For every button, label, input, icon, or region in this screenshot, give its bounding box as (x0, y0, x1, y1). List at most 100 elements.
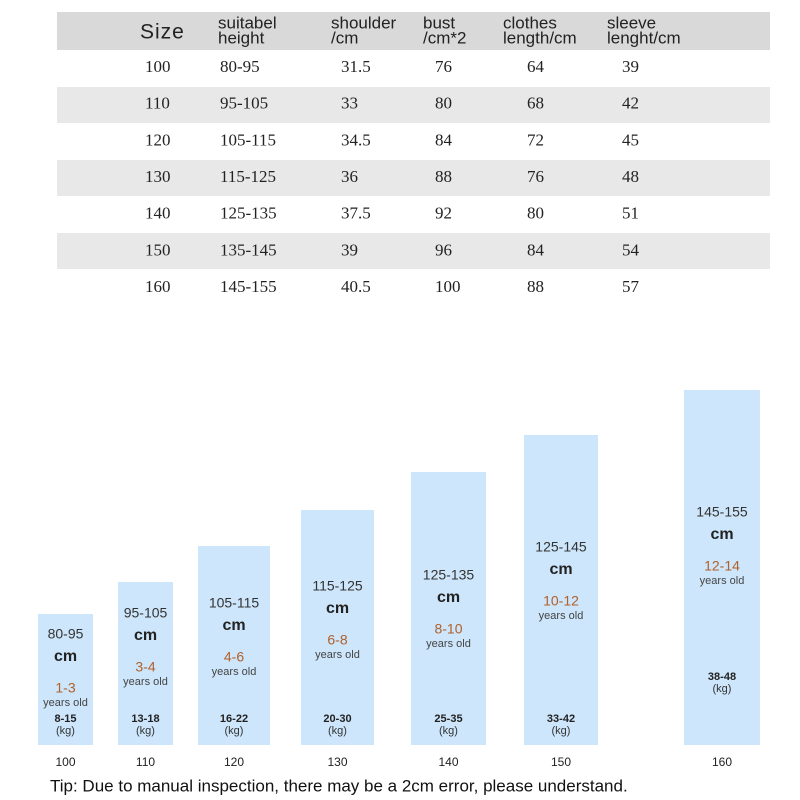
size-label: 150 (551, 755, 571, 769)
age-range: 8-10 (434, 621, 462, 637)
header-label: suitabel (218, 13, 277, 32)
table-cell: 95-105 (220, 94, 268, 113)
row-band (57, 233, 770, 269)
table-cell: 80 (435, 94, 452, 113)
age-unit: years old (700, 575, 745, 587)
table-cell: 115-125 (220, 167, 276, 186)
header-band (57, 12, 770, 50)
weight-unit: (kg) (713, 683, 732, 695)
age-range: 10-12 (543, 593, 579, 609)
weight-range: 25-35 (434, 713, 462, 725)
table-cell: 140 (145, 204, 171, 223)
table-cell: 76 (435, 57, 452, 76)
table-cell: 84 (527, 240, 545, 259)
table-cell: 72 (527, 130, 544, 149)
header-label: clothes (503, 13, 557, 32)
table-cell: 68 (527, 94, 544, 113)
height-range: 125-135 (423, 567, 475, 583)
age-range: 4-6 (224, 649, 244, 665)
table-cell: 88 (527, 277, 544, 296)
weight-unit: (kg) (56, 725, 75, 737)
table-cell: 160 (145, 277, 171, 296)
weight-range: 20-30 (323, 713, 351, 725)
table-cell: 130 (145, 167, 171, 186)
table-cell: 48 (622, 167, 639, 186)
table-cell: 145-155 (220, 277, 277, 296)
age-unit: years old (315, 649, 360, 661)
header-label: /cm*2 (423, 28, 466, 47)
tip: Tip: Due to manual inspection, there may… (50, 776, 628, 795)
table-cell: 39 (622, 57, 639, 76)
height-unit: cm (549, 561, 572, 578)
table-cell: 110 (145, 94, 170, 113)
size-bar (118, 582, 173, 745)
table-cell: 45 (622, 130, 639, 149)
weight-unit: (kg) (328, 725, 347, 737)
height-unit: cm (134, 627, 157, 644)
age-range: 3-4 (135, 659, 155, 675)
height-range: 145-155 (696, 504, 748, 520)
header-label: bust (423, 13, 455, 32)
size-bar (411, 472, 486, 745)
table-cell: 100 (435, 277, 461, 296)
table-cell: 120 (145, 130, 171, 149)
table-cell: 39 (341, 240, 358, 259)
size-label: 100 (55, 755, 75, 769)
table-cell: 76 (527, 167, 544, 186)
table-cell: 57 (622, 277, 640, 296)
table-cell: 80 (527, 204, 544, 223)
header-label: Size (140, 21, 185, 44)
weight-range: 8-15 (54, 713, 76, 725)
size-label: 160 (712, 755, 732, 769)
table-cell: 100 (145, 57, 171, 76)
size-bar (198, 546, 270, 745)
height-unit: cm (54, 648, 77, 665)
table-cell: 31.5 (341, 57, 371, 76)
height-range: 105-115 (209, 595, 260, 611)
table-cell: 84 (435, 130, 453, 149)
header-label: shoulder (331, 13, 397, 32)
header-label: sleeve (607, 13, 656, 32)
height-range: 80-95 (48, 626, 84, 642)
size-bar (524, 435, 598, 745)
table-cell: 92 (435, 204, 452, 223)
header-label: /cm (331, 28, 358, 47)
table-cell: 37.5 (341, 204, 371, 223)
header-label: length/cm (503, 28, 577, 47)
size-label: 130 (327, 755, 347, 769)
table-cell: 54 (622, 240, 640, 259)
table-cell: 51 (622, 204, 639, 223)
row-band (57, 87, 770, 123)
table-cell: 64 (527, 57, 545, 76)
table-cell: 125-135 (220, 204, 277, 223)
height-unit: cm (222, 617, 245, 634)
age-range: 6-8 (327, 632, 347, 648)
size-bar (38, 614, 93, 745)
weight-unit: (kg) (225, 725, 244, 737)
table-cell: 96 (435, 240, 452, 259)
age-unit: years old (123, 676, 168, 688)
size-label: 120 (224, 755, 244, 769)
weight-range: 33-42 (547, 713, 575, 725)
age-range: 1-3 (55, 680, 75, 696)
age-unit: years old (212, 666, 257, 678)
row-band (57, 160, 770, 196)
height-range: 95-105 (124, 605, 168, 621)
height-unit: cm (710, 526, 733, 543)
size-bar (684, 390, 760, 745)
header-label: lenght/cm (607, 28, 681, 47)
height-range: 125-145 (535, 539, 587, 555)
table-cell: 34.5 (341, 130, 371, 149)
table-cell: 80-95 (220, 57, 260, 76)
height-unit: cm (326, 600, 349, 617)
size-bar (301, 510, 374, 745)
table-cell: 42 (622, 94, 639, 113)
weight-range: 16-22 (220, 713, 248, 725)
age-range: 12-14 (704, 558, 740, 574)
table-cell: 40.5 (341, 277, 371, 296)
weight-unit: (kg) (136, 725, 155, 737)
weight-unit: (kg) (439, 725, 458, 737)
size-label: 140 (438, 755, 458, 769)
height-unit: cm (437, 589, 460, 606)
table-cell: 150 (145, 240, 171, 259)
